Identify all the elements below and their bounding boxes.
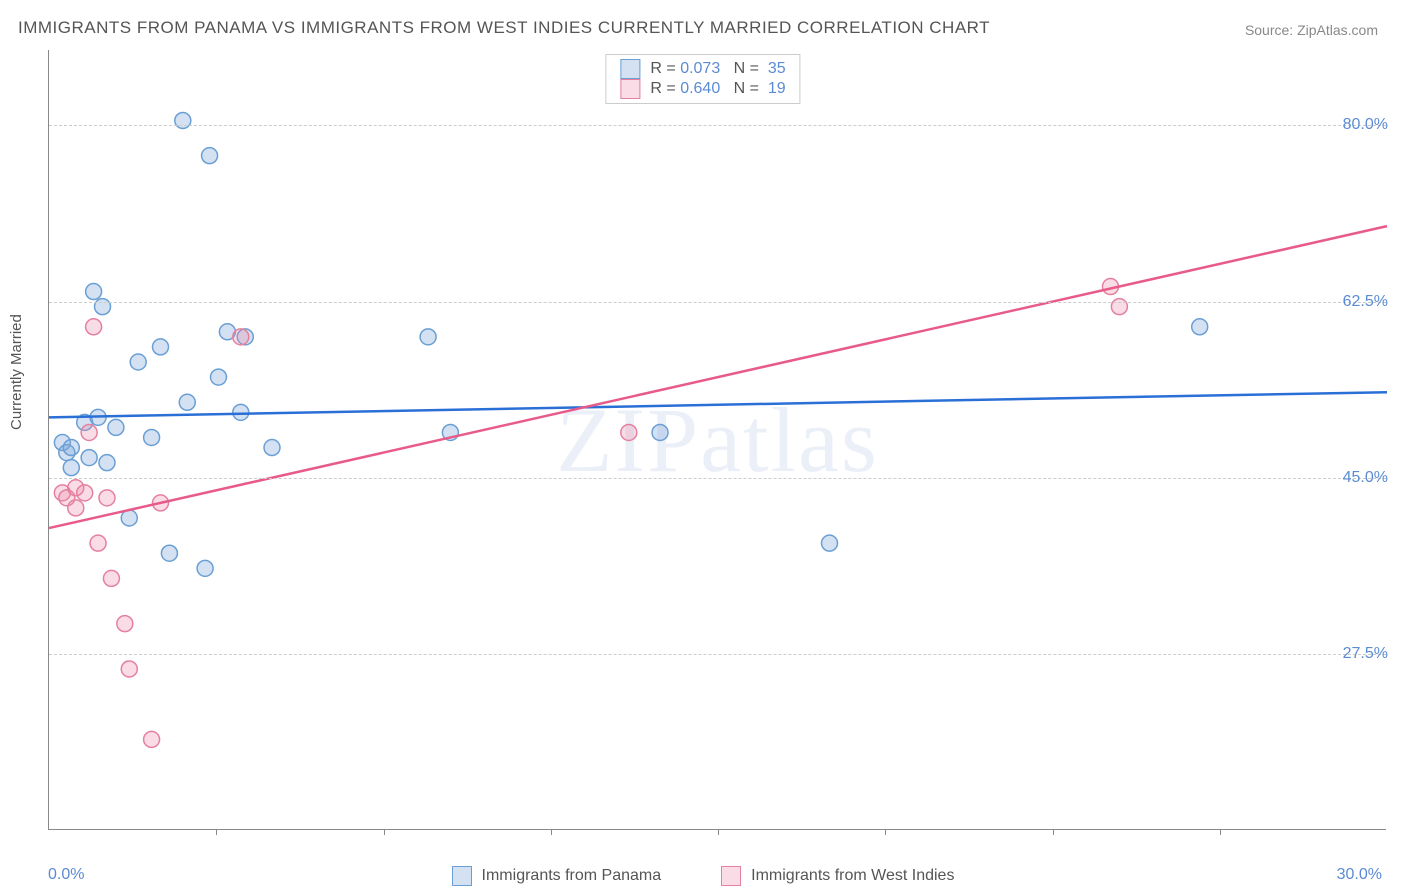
data-point-panama (86, 284, 102, 300)
data-point-panama (161, 545, 177, 561)
data-point-west-indies (621, 424, 637, 440)
x-tick (551, 829, 552, 835)
chart-svg (49, 50, 1386, 829)
data-point-west-indies (86, 319, 102, 335)
x-tick (216, 829, 217, 835)
y-tick-label: 62.5% (1343, 293, 1388, 311)
x-tick (1053, 829, 1054, 835)
legend-stat-text: R = 0.640 N = 19 (650, 80, 785, 98)
data-point-panama (420, 329, 436, 345)
data-point-panama (1192, 319, 1208, 335)
data-point-panama (179, 394, 195, 410)
data-point-west-indies (81, 424, 97, 440)
data-point-west-indies (90, 535, 106, 551)
regression-line-panama (49, 392, 1387, 417)
data-point-panama (81, 450, 97, 466)
data-point-panama (822, 535, 838, 551)
stats-legend: R = 0.073 N = 35 R = 0.640 N = 19 (605, 54, 800, 104)
gridline (49, 302, 1386, 303)
series-legend: Immigrants from Panama Immigrants from We… (0, 866, 1406, 886)
data-point-panama (153, 339, 169, 355)
data-point-panama (233, 404, 249, 420)
data-point-panama (652, 424, 668, 440)
y-tick-label: 27.5% (1343, 645, 1388, 663)
data-point-west-indies (233, 329, 249, 345)
legend-swatch (620, 59, 640, 79)
legend-swatch (452, 866, 472, 886)
data-point-panama (99, 455, 115, 471)
x-tick (384, 829, 385, 835)
chart-title: IMMIGRANTS FROM PANAMA VS IMMIGRANTS FRO… (18, 18, 990, 38)
legend-swatch (721, 866, 741, 886)
data-point-panama (130, 354, 146, 370)
x-tick (1220, 829, 1221, 835)
stats-legend-row-west-indies: R = 0.640 N = 19 (620, 79, 785, 99)
data-point-west-indies (103, 570, 119, 586)
y-axis-label: Currently Married (8, 314, 25, 430)
gridline (49, 125, 1386, 126)
legend-item: Immigrants from West Indies (721, 866, 954, 886)
data-point-panama (264, 440, 280, 456)
data-point-west-indies (144, 731, 160, 747)
data-point-west-indies (77, 485, 93, 501)
gridline (49, 478, 1386, 479)
legend-stat-text: R = 0.073 N = 35 (650, 60, 785, 78)
data-point-panama (108, 419, 124, 435)
legend-swatch (620, 79, 640, 99)
legend-label: Immigrants from Panama (482, 867, 662, 885)
data-point-west-indies (68, 500, 84, 516)
stats-legend-row-panama: R = 0.073 N = 35 (620, 59, 785, 79)
data-point-panama (63, 460, 79, 476)
data-point-west-indies (121, 661, 137, 677)
y-tick-label: 80.0% (1343, 116, 1388, 134)
data-point-panama (63, 440, 79, 456)
x-tick (885, 829, 886, 835)
data-point-panama (197, 560, 213, 576)
legend-item: Immigrants from Panama (452, 866, 662, 886)
source-label: Source: ZipAtlas.com (1245, 22, 1378, 38)
legend-label: Immigrants from West Indies (751, 867, 954, 885)
x-tick (718, 829, 719, 835)
gridline (49, 654, 1386, 655)
y-tick-label: 45.0% (1343, 469, 1388, 487)
data-point-panama (144, 429, 160, 445)
data-point-panama (202, 148, 218, 164)
data-point-west-indies (99, 490, 115, 506)
plot-area: ZIPatlas (48, 50, 1386, 830)
regression-line-west-indies (49, 226, 1387, 528)
data-point-panama (210, 369, 226, 385)
data-point-west-indies (117, 616, 133, 632)
